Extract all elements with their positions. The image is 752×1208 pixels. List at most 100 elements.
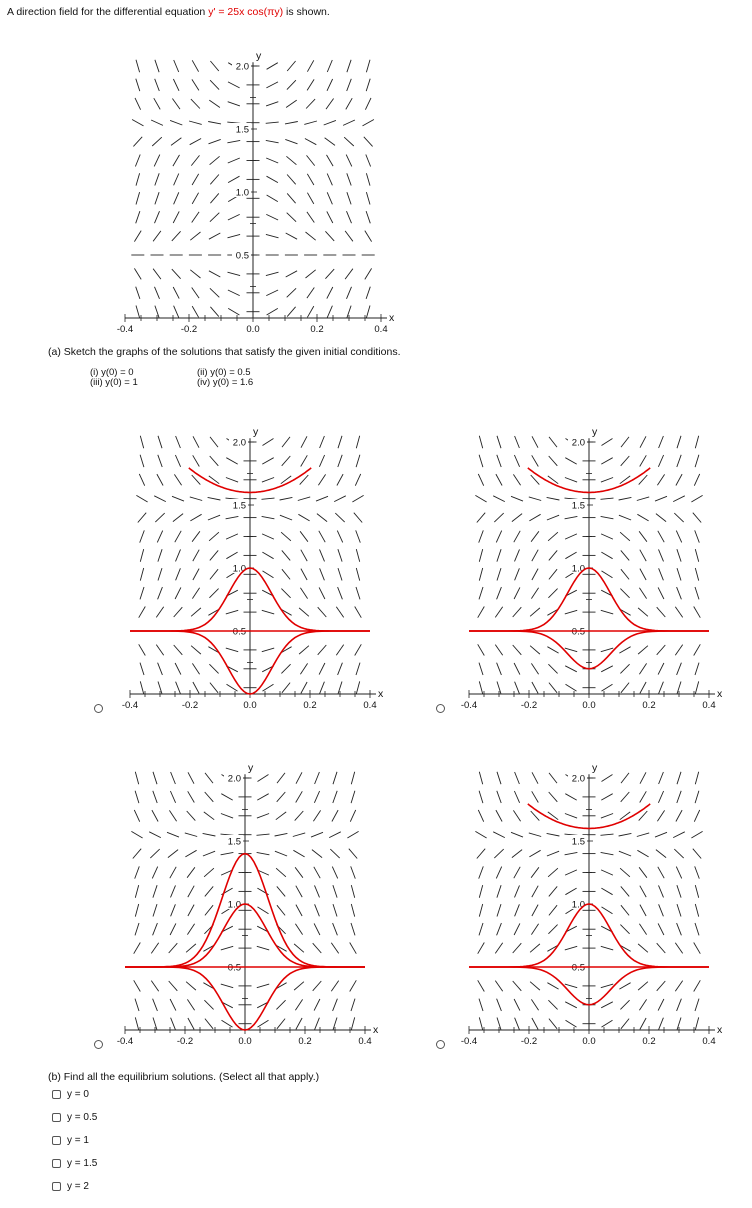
checkbox[interactable] (52, 1182, 61, 1191)
solution-curve-dip-from-0 (125, 966, 365, 1031)
field-segment (192, 681, 200, 694)
field-segment (639, 568, 647, 581)
x-tick-label: 0.4 (358, 1036, 371, 1047)
field-segment (496, 681, 502, 695)
field-segment (352, 495, 364, 503)
field-segment (601, 793, 613, 801)
field-segment (347, 831, 359, 839)
field-segment (639, 587, 647, 599)
y-tick-label: 1.0 (228, 900, 241, 911)
y-tick-label: 1.5 (572, 501, 585, 512)
field-segment (476, 512, 486, 523)
field-segment (355, 530, 361, 543)
field-segment (600, 665, 614, 673)
field-segment (639, 885, 647, 898)
field-segment (354, 606, 362, 618)
field-segment (317, 644, 327, 656)
field-segment (139, 530, 145, 543)
field-segment (636, 496, 650, 501)
field-segment (350, 866, 356, 879)
field-segment (305, 98, 316, 109)
field-segment (337, 567, 343, 581)
x-tick-label: 0.4 (702, 700, 715, 711)
field-segment (475, 831, 487, 839)
field-segment (285, 99, 297, 108)
option-y-2[interactable]: y = 2 (52, 1181, 89, 1192)
checkbox[interactable] (52, 1113, 61, 1122)
x-axis-label: x (717, 688, 723, 700)
field-segment (293, 943, 305, 953)
choice-2-radio[interactable] (436, 704, 445, 713)
y-axis-label: y (256, 50, 262, 62)
field-segment (657, 662, 665, 675)
field-segment (135, 305, 141, 319)
field-segment (192, 549, 200, 562)
field-segment (173, 173, 180, 186)
field-segment (305, 269, 316, 279)
field-segment (257, 793, 269, 801)
field-segment (134, 903, 140, 917)
option-y-1-5[interactable]: y = 1.5 (52, 1158, 97, 1169)
field-segment (203, 811, 215, 821)
choice-3-plot[interactable]: -0.4 -0.2 0.0 0.2 0.4 0.5 1.0 1.5 2.0 x y (105, 740, 405, 1050)
field-segment (694, 454, 700, 468)
x-tick-label: 0.2 (298, 1036, 311, 1047)
checkbox[interactable] (52, 1090, 61, 1099)
field-segment (337, 454, 343, 468)
field-segment (257, 774, 269, 782)
option-y-0[interactable]: y = 0 (52, 1089, 89, 1100)
field-segment (173, 59, 180, 73)
field-segment (492, 831, 506, 839)
field-segment (346, 59, 352, 73)
field-segment (305, 231, 316, 241)
field-segment (266, 62, 279, 70)
solution-curve-upper-from-1.6 (188, 467, 312, 494)
y-tick-label-bg (232, 186, 251, 197)
choice-4-radio[interactable] (436, 1040, 445, 1049)
field-segment (256, 813, 270, 819)
field-segment (548, 1018, 558, 1030)
field-segment (346, 192, 352, 205)
field-segment (355, 454, 361, 468)
field-segment (548, 436, 558, 448)
choice-3-radio[interactable] (94, 1040, 103, 1049)
option-y-1[interactable]: y = 1 (52, 1135, 89, 1146)
field-segment (157, 567, 163, 581)
field-segment (170, 885, 176, 898)
choice-1-plot[interactable]: -0.4 -0.2 0.0 0.2 0.4 0.5 1.0 1.5 2.0 x y (105, 400, 405, 720)
field-segment (531, 587, 539, 599)
x-tick-label: -0.4 (117, 324, 133, 335)
field-segment (529, 943, 541, 953)
field-segment (314, 904, 320, 917)
x-tick-label: 0.0 (582, 1036, 595, 1047)
field-segment (275, 811, 287, 821)
x-tick-label: 0.0 (243, 700, 256, 711)
choice-4-plot[interactable]: -0.4 -0.2 0.0 0.2 0.4 0.5 1.0 1.5 2.0 x y (447, 740, 747, 1050)
choice-1-radio[interactable] (94, 704, 103, 713)
field-segment (619, 531, 631, 542)
field-segment (365, 173, 371, 186)
equation: y' = 25x cos(πy) (208, 6, 284, 18)
option-label: y = 1.5 (67, 1158, 98, 1169)
field-segment (307, 192, 315, 205)
field-segment (676, 549, 682, 562)
checkbox[interactable] (52, 1159, 61, 1168)
field-segment (565, 793, 577, 801)
field-segment (136, 495, 148, 503)
checkbox[interactable] (52, 1136, 61, 1145)
choice-2-plot[interactable]: -0.4 -0.2 0.0 0.2 0.4 0.5 1.0 1.5 2.0 x y (447, 400, 747, 720)
field-segment (153, 495, 167, 503)
field-segment (319, 435, 325, 449)
field-segment (256, 869, 270, 876)
field-segment (168, 942, 178, 954)
field-segment (173, 644, 183, 656)
field-segment (657, 998, 665, 1011)
field-segment (353, 512, 363, 523)
field-segment (192, 663, 200, 675)
field-segment (190, 98, 201, 109)
option-y-0-5[interactable]: y = 0.5 (52, 1112, 97, 1123)
field-segment (134, 230, 142, 242)
y-tick-label-bg (229, 436, 248, 447)
field-segment (601, 887, 613, 896)
field-segment (172, 154, 180, 167)
